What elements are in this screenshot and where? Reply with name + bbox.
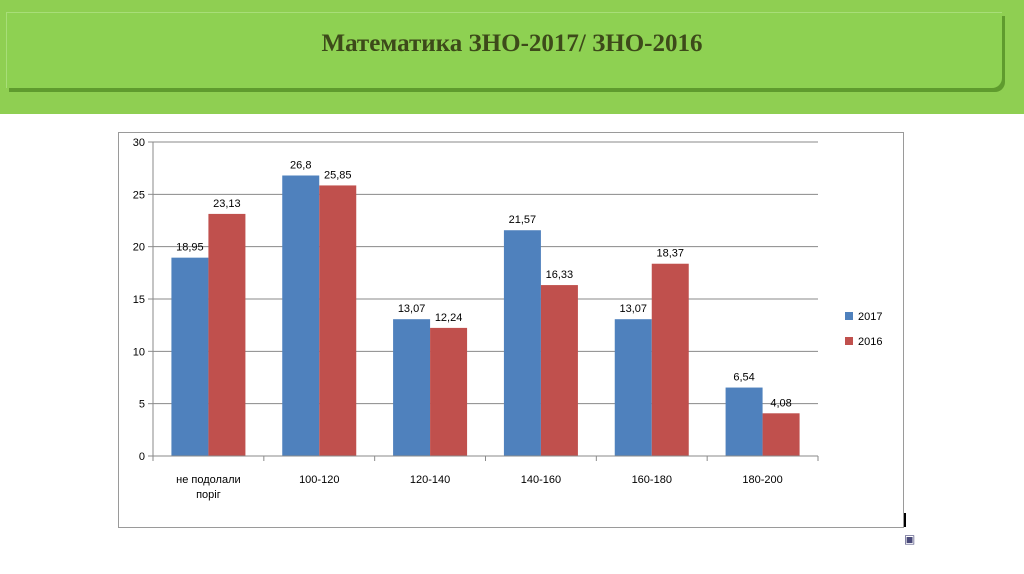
data-label: 25,85 (324, 169, 352, 181)
bar-2017 (282, 175, 320, 456)
data-label: 23,13 (213, 198, 241, 210)
bar-2017 (171, 257, 209, 456)
x-category-label: 180-200 (742, 474, 782, 486)
y-tick-label: 15 (133, 294, 145, 306)
bar-2016 (430, 327, 468, 456)
bar-2017 (393, 319, 431, 456)
text-cursor (904, 513, 906, 527)
legend-label: 2016 (858, 336, 882, 348)
data-label: 26,8 (290, 159, 311, 171)
bar-2016 (208, 213, 246, 456)
bar-2017 (725, 387, 763, 456)
chart-frame (118, 132, 904, 528)
data-label: 4,08 (770, 397, 791, 409)
legend-swatch-2016 (845, 337, 853, 345)
data-label: 21,57 (509, 214, 537, 226)
bar-2017 (614, 319, 652, 456)
data-label: 16,33 (546, 269, 574, 281)
bar-2016 (540, 285, 578, 456)
legend-swatch-2017 (845, 312, 853, 320)
data-label: 13,07 (619, 303, 647, 315)
y-tick-label: 5 (139, 399, 145, 411)
slide-title: Математика ЗНО-2017/ ЗНО-2016 (321, 30, 703, 57)
data-label: 12,24 (435, 312, 463, 324)
data-label: 18,95 (176, 242, 204, 254)
x-category-label: 160-180 (632, 474, 672, 486)
y-tick-label: 30 (133, 137, 145, 149)
y-tick-label: 25 (133, 189, 145, 201)
data-label: 13,07 (398, 303, 426, 315)
y-tick-label: 20 (133, 242, 145, 254)
bar-2016 (762, 413, 800, 456)
x-category-label: 100-120 (299, 474, 339, 486)
y-tick-label: 10 (133, 346, 145, 358)
title-banner (6, 12, 1002, 88)
bar-2016 (319, 185, 357, 457)
data-label: 6,54 (733, 372, 754, 384)
y-tick-label: 0 (139, 451, 145, 463)
legend-label: 2017 (858, 311, 882, 323)
bar-2017 (503, 230, 541, 456)
bar-2016 (651, 263, 689, 456)
x-category-label: 140-160 (521, 474, 561, 486)
x-category-label: не подолали поріг (176, 474, 240, 501)
x-category-label: 120-140 (410, 474, 450, 486)
paste-options-icon[interactable]: ▣ (904, 532, 916, 546)
data-label: 18,37 (656, 248, 684, 260)
